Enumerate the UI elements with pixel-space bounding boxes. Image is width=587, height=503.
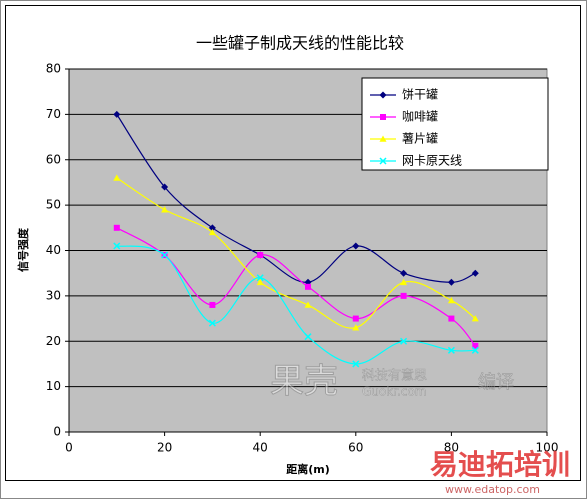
marker: [471, 346, 479, 354]
chart-title: 一些罐子制成天线的性能比较: [196, 34, 404, 53]
legend: [361, 77, 549, 171]
marker: [208, 224, 216, 232]
marker: [304, 333, 312, 341]
marker: [400, 337, 408, 345]
marker: [380, 114, 386, 120]
y-tick-label: 60: [46, 152, 61, 166]
marker: [161, 251, 169, 259]
marker: [208, 228, 216, 236]
marker: [208, 319, 216, 327]
marker: [352, 242, 360, 250]
watermark: 编译: [478, 372, 514, 393]
marker: [352, 315, 359, 322]
legend-label: 饼干罐: [402, 88, 438, 102]
marker: [400, 292, 407, 299]
marker: [447, 346, 455, 354]
marker: [379, 135, 387, 142]
series-line: [116, 245, 476, 365]
marker: [379, 91, 387, 99]
marker: [305, 283, 311, 290]
marker: [257, 252, 264, 259]
legend-label: 网卡原天线: [402, 154, 462, 168]
x-tick-label: 20: [157, 441, 172, 455]
marker: [113, 110, 121, 118]
watermark: 易迪拓培训: [430, 448, 570, 481]
marker: [161, 183, 169, 191]
marker: [256, 274, 264, 282]
x-tick-label: 80: [444, 441, 459, 455]
y-tick-label: 10: [46, 379, 61, 393]
y-tick-label: 70: [46, 107, 61, 121]
y-tick-label: 20: [46, 334, 61, 348]
marker: [379, 157, 387, 165]
watermark-guokr: 果壳 科技有意思 Guokr.com 编译: [270, 361, 515, 402]
y-tick-label: 40: [46, 243, 61, 257]
marker: [352, 324, 360, 331]
marker: [471, 315, 479, 322]
watermark: Guokr.com: [362, 385, 426, 399]
marker: [447, 296, 455, 304]
marker: [400, 269, 408, 277]
marker: [256, 278, 264, 286]
marker: [113, 224, 120, 231]
legend-label: 薯片罐: [402, 132, 438, 146]
marker: [400, 278, 408, 286]
x-tick-label: 40: [253, 441, 268, 455]
x-tick-label: 0: [65, 441, 73, 455]
x-axis-label: 距离(m): [286, 462, 330, 476]
y-tick-label: 30: [46, 288, 61, 302]
marker: [304, 301, 312, 308]
marker: [352, 360, 360, 368]
watermark: www.edatop.com: [445, 483, 540, 496]
marker: [447, 278, 455, 286]
x-tick-label: 100: [536, 441, 559, 455]
marker: [113, 242, 121, 250]
y-tick-label: 80: [46, 62, 61, 76]
series-line: [116, 227, 476, 347]
marker: [472, 342, 479, 349]
y-tick-label: 0: [53, 425, 61, 439]
watermark: 果壳: [270, 362, 338, 402]
marker: [113, 174, 121, 181]
y-axis-label: 信号强度: [16, 227, 30, 272]
marker: [448, 315, 455, 322]
x-tick-label: 60: [348, 441, 363, 455]
legend-label: 咖啡罐: [402, 109, 438, 124]
watermark: 科技有意思: [362, 368, 427, 384]
marker: [209, 301, 216, 308]
marker: [161, 206, 169, 213]
y-tick-label: 50: [46, 198, 61, 212]
marker: [471, 269, 479, 277]
